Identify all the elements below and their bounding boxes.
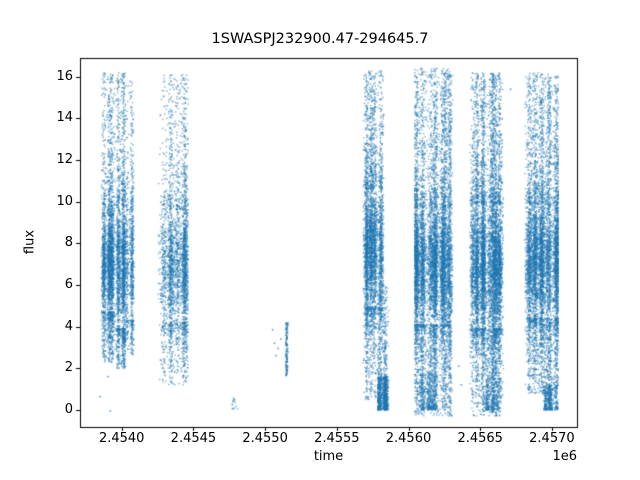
y-axis-label: flux bbox=[22, 229, 38, 255]
x-tick-label: 2.4555 bbox=[314, 431, 360, 446]
y-tick-label: 6 bbox=[64, 276, 73, 292]
x-tick-label: 2.4560 bbox=[385, 431, 432, 446]
x-axis-offset-label: 1e6 bbox=[552, 449, 577, 464]
x-tick-label: 2.4550 bbox=[242, 431, 288, 446]
chart-title: 1SWASPJ232900.47-294645.7 bbox=[211, 31, 429, 47]
y-tick-label: 16 bbox=[56, 68, 73, 84]
y-tick-label: 8 bbox=[64, 235, 73, 251]
y-tick-label: 14 bbox=[56, 110, 73, 126]
x-tick-label: 2.4570 bbox=[529, 431, 575, 446]
y-tick-label: 12 bbox=[56, 152, 73, 168]
y-tick-label: 2 bbox=[64, 360, 73, 376]
y-tick-label: 0 bbox=[64, 401, 73, 417]
y-tick-label: 4 bbox=[64, 318, 73, 334]
x-tick-label: 2.4545 bbox=[170, 431, 217, 446]
y-tick-label: 10 bbox=[56, 193, 73, 209]
x-axis-label: time bbox=[313, 449, 344, 464]
x-tick-label: 2.4565 bbox=[457, 431, 503, 446]
x-tick-label: 2.4540 bbox=[98, 431, 145, 446]
